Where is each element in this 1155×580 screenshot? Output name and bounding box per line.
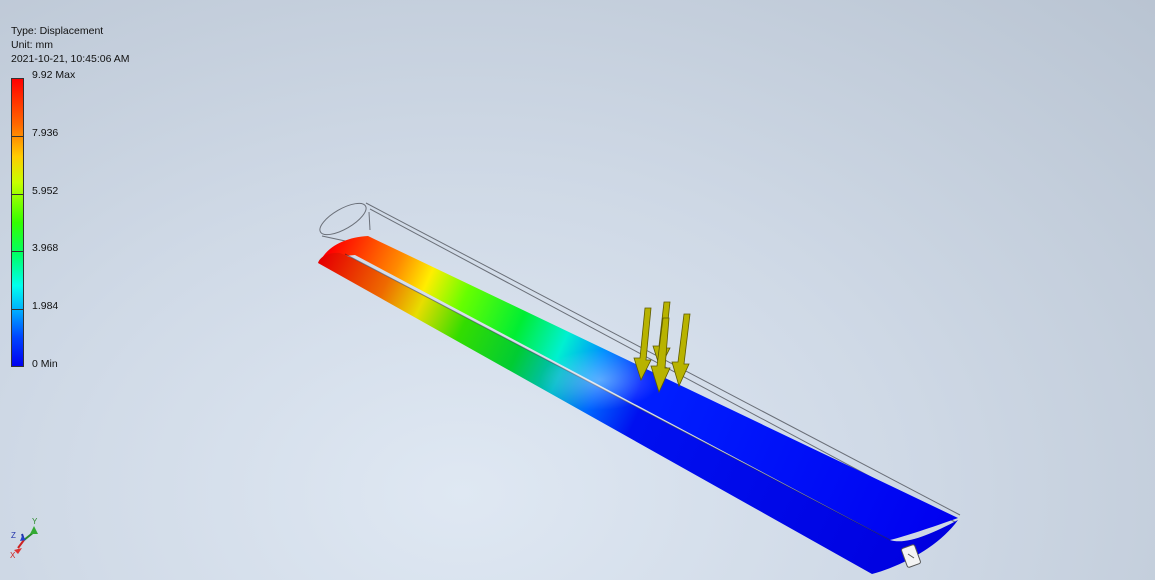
load-arrow-icon <box>633 307 652 382</box>
legend-tick <box>11 136 24 137</box>
y-axis-arrow <box>30 526 38 534</box>
triad-z-label: Z <box>11 531 16 540</box>
legend-label-max: 9.92 Max <box>32 69 76 81</box>
color-legend-bar <box>11 78 24 367</box>
legend-label: 7.936 <box>32 127 59 139</box>
timestamp-label: 2021-10-21, 10:45:06 AM <box>11 53 130 65</box>
triad-y-label: Y <box>32 518 38 526</box>
legend-tick <box>11 309 24 310</box>
legend-tick <box>11 251 24 252</box>
x-axis-line <box>17 539 25 549</box>
deformed-beam[interactable] <box>318 236 958 574</box>
fixed-constraint-icon[interactable] <box>901 544 921 568</box>
unit-label: Unit: mm <box>11 39 53 51</box>
legend-label: 3.968 <box>32 242 59 254</box>
triad-x-label: X <box>10 551 16 560</box>
load-arrow-icon <box>671 313 691 388</box>
load-arrow-icon <box>650 317 671 394</box>
result-type-label: Type: Displacement <box>11 25 104 37</box>
view-triad-icon[interactable]: Y Z X <box>8 518 48 560</box>
z-axis-arrow <box>20 536 26 541</box>
legend-label: 1.984 <box>32 300 59 312</box>
beam-side-face <box>318 252 958 574</box>
legend-tick <box>11 194 24 195</box>
highlight-glow <box>540 350 660 410</box>
x-axis-arrow <box>14 548 22 554</box>
legend-label-min: 0 Min <box>32 358 58 370</box>
legend-label: 5.952 <box>32 185 59 197</box>
load-arrows[interactable] <box>633 301 691 394</box>
